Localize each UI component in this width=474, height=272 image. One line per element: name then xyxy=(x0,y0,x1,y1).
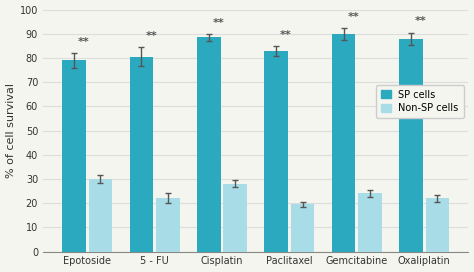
Text: **: ** xyxy=(415,17,427,26)
Bar xyxy=(89,179,112,252)
Bar xyxy=(197,37,221,252)
Bar xyxy=(156,198,180,252)
Y-axis label: % of cell survival: % of cell survival xyxy=(6,83,16,178)
Text: **: ** xyxy=(78,37,90,47)
Text: **: ** xyxy=(280,30,292,40)
Text: **: ** xyxy=(347,12,359,22)
Text: **: ** xyxy=(146,31,157,41)
Bar xyxy=(291,204,314,252)
Bar xyxy=(223,184,247,252)
Text: **: ** xyxy=(213,18,225,28)
Bar xyxy=(426,198,449,252)
Bar xyxy=(332,34,356,252)
Bar xyxy=(399,39,423,252)
Bar xyxy=(130,57,153,252)
Bar xyxy=(358,193,382,252)
Bar xyxy=(62,60,86,252)
Bar xyxy=(264,51,288,252)
Legend: SP cells, Non-SP cells: SP cells, Non-SP cells xyxy=(376,85,464,118)
